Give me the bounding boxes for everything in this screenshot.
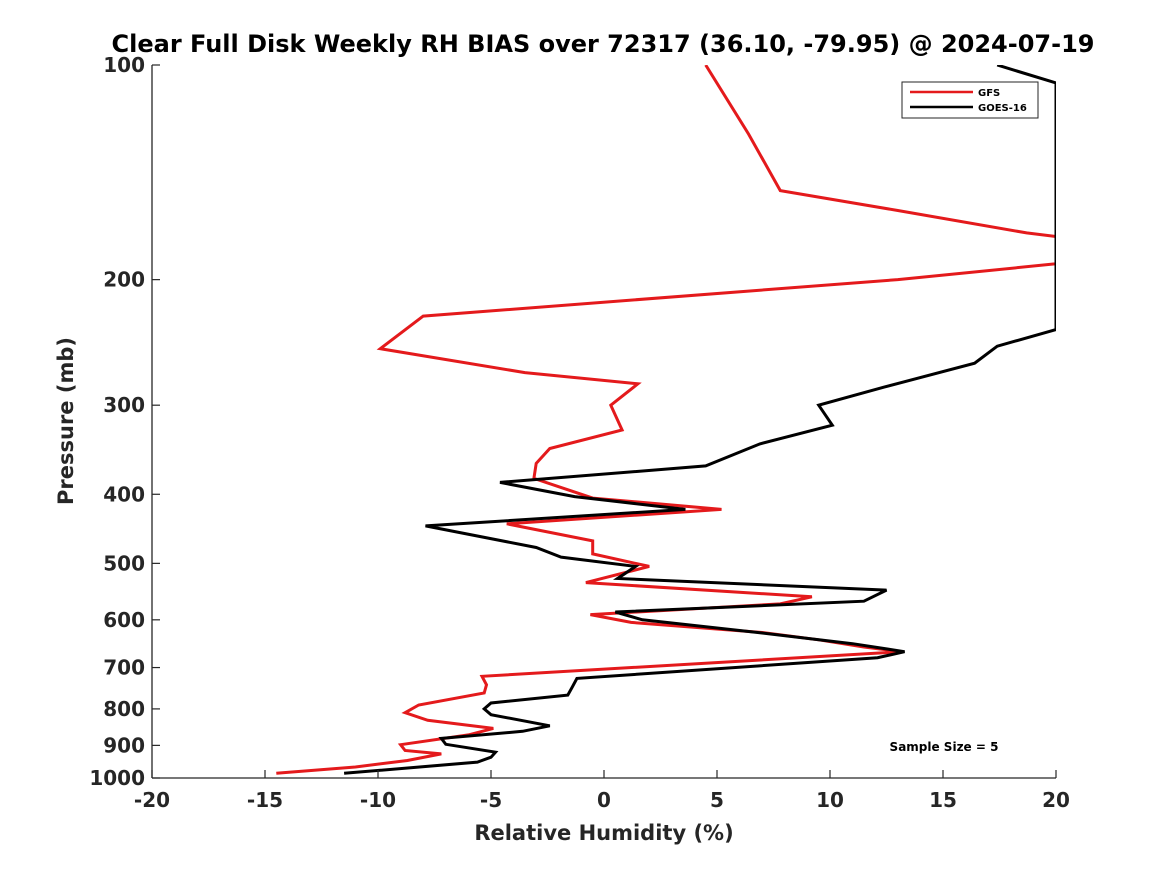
y-tick-label: 700 bbox=[103, 656, 145, 680]
x-tick-layer: -20 -15 -10 -5 0 5 10 15 20 bbox=[134, 770, 1070, 812]
y-tick-label: 200 bbox=[103, 268, 145, 292]
x-tick-label: 0 bbox=[597, 788, 611, 812]
x-tick-label: 15 bbox=[929, 788, 957, 812]
x-tick-label: -10 bbox=[360, 788, 396, 812]
x-tick-label: -15 bbox=[247, 788, 283, 812]
x-tick-label: -20 bbox=[134, 788, 170, 812]
y-tick-label: 400 bbox=[103, 482, 145, 506]
y-tick-layer: 100 200 300 400 500 600 700 800 900 1000 bbox=[89, 53, 160, 790]
x-tick-label: 5 bbox=[710, 788, 724, 812]
y-tick-label: 300 bbox=[103, 393, 145, 417]
y-tick-label: 900 bbox=[103, 733, 145, 757]
y-tick-label: 800 bbox=[103, 697, 145, 721]
legend-label-goes16: GOES-16 bbox=[978, 103, 1027, 114]
y-tick-label: 600 bbox=[103, 608, 145, 632]
chart-title: Clear Full Disk Weekly RH BIAS over 7231… bbox=[112, 30, 1095, 58]
x-tick-label: -5 bbox=[480, 788, 502, 812]
y-tick-label: 500 bbox=[103, 551, 145, 575]
x-tick-label: 20 bbox=[1042, 788, 1070, 812]
y-tick-label: 1000 bbox=[89, 766, 145, 790]
sample-size-annotation: Sample Size = 5 bbox=[890, 740, 999, 754]
legend-box bbox=[901, 81, 1039, 119]
legend: GFS GOES-16 bbox=[901, 81, 1039, 119]
series-line-gfs bbox=[276, 65, 1056, 775]
x-tick-label: 10 bbox=[816, 788, 844, 812]
x-axis-label: Relative Humidity (%) bbox=[474, 821, 733, 845]
legend-label-gfs: GFS bbox=[978, 88, 1000, 99]
series-layer bbox=[276, 65, 1056, 775]
y-tick-label: 100 bbox=[103, 53, 145, 77]
y-axis-label: Pressure (mb) bbox=[54, 337, 78, 505]
series-line-goes16 bbox=[343, 65, 1056, 775]
